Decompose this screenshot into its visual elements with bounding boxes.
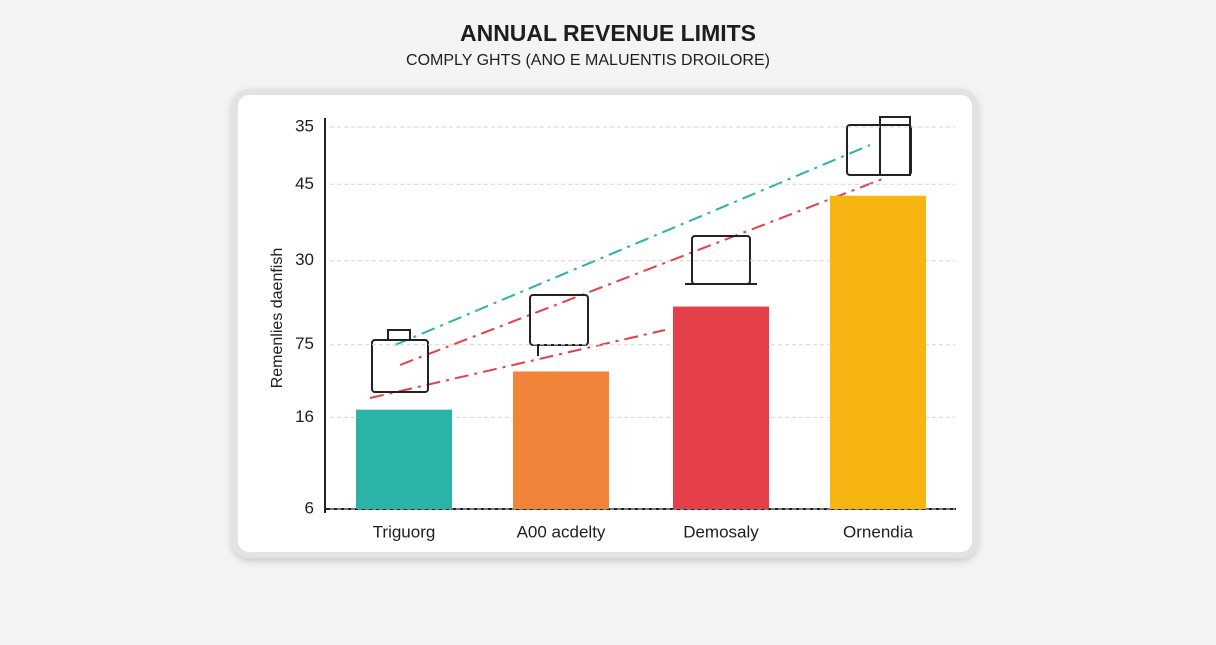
bar (356, 409, 452, 509)
y-tick-label: 16 (295, 407, 314, 426)
bar (673, 306, 769, 509)
x-tick-label: A00 acdelty (517, 522, 606, 541)
chart-title: ANNUAL REVENUE LIMITS (460, 20, 756, 46)
decoration (369, 116, 912, 399)
y-axis-label: Remenlies daenfish (269, 248, 286, 389)
x-tick-label: Demosaly (683, 522, 759, 541)
x-tick-label: Ornendia (843, 522, 913, 541)
bar (513, 371, 609, 509)
x-tick-label: Triguorg (373, 522, 436, 541)
bar (830, 195, 926, 509)
y-tick-label: 6 (305, 498, 314, 517)
y-tick-label: 35 (295, 116, 314, 135)
y-tick-label: 30 (295, 250, 314, 269)
y-tick-label: 75 (295, 334, 314, 353)
chart-subtitle: COMPLY GHTS (ANO E MALUENTIS DROILORE) (406, 52, 770, 69)
y-tick-label: 45 (295, 174, 314, 193)
